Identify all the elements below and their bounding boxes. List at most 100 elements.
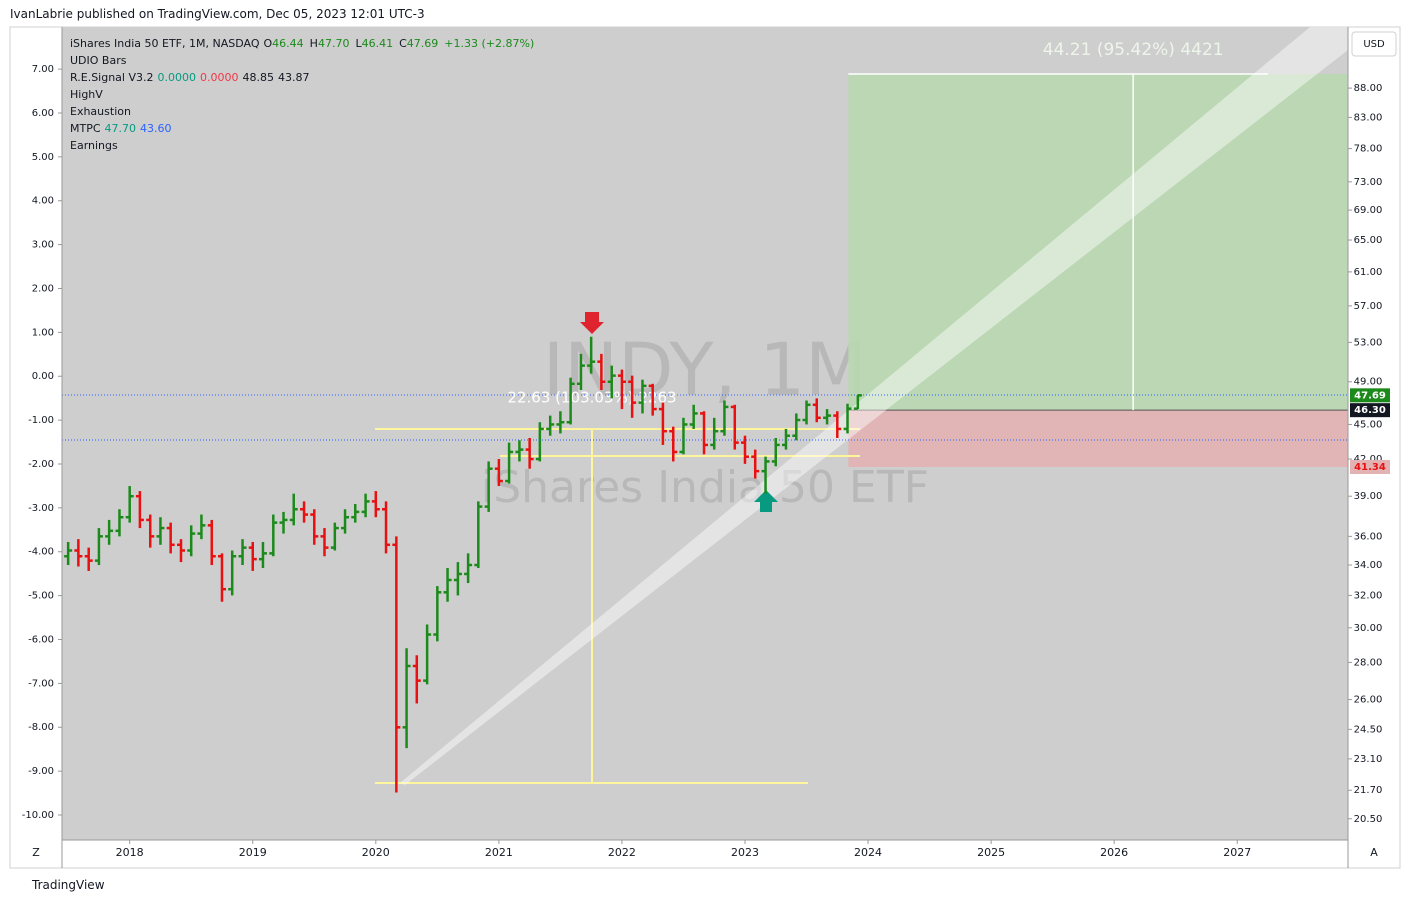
y2-tick-label: 3.00 [32, 240, 54, 251]
indicator-row: UDIO Bars [70, 52, 538, 69]
y-tick-label: 78.00 [1354, 144, 1383, 155]
indicator-row: Exhaustion [70, 103, 538, 120]
watermark: iShares India 50 ETF [481, 462, 929, 513]
y2-tick-label: 5.00 [32, 152, 54, 163]
legend-row: iShares India 50 ETF, 1M, NASDAQ O46.44 H4… [70, 35, 538, 52]
indicator-row: R.E.Signal V3.2 0.0000 0.0000 48.85 43.87 [70, 69, 538, 86]
y2-tick-label: 4.00 [32, 196, 54, 207]
y2-tick-label: -1.00 [28, 415, 54, 426]
ohlc-readout: O46.44 [264, 37, 308, 50]
target-zone [848, 73, 1348, 411]
indicator-name: MTPC [70, 122, 101, 135]
ohlc-value: 46.44 [272, 37, 304, 50]
y-tick-label: 36.00 [1354, 531, 1383, 542]
y2-tick-label: -8.00 [28, 722, 54, 733]
y-tick-label: 73.00 [1354, 177, 1383, 188]
y-tick-label: 26.00 [1354, 695, 1383, 706]
y-tick-label: 24.50 [1354, 724, 1383, 735]
x-tick-label: 2027 [1223, 846, 1251, 859]
price-tag-label: 46.30 [1354, 405, 1386, 416]
y2-tick-label: 1.00 [32, 327, 54, 338]
ohlc-readout: C47.69 [399, 37, 442, 50]
y-tick-label: 61.00 [1354, 267, 1383, 278]
y-tick-label: 42.00 [1354, 454, 1383, 465]
ohlc-readout: L46.41 [355, 37, 397, 50]
x-tick-label: 2026 [1100, 846, 1128, 859]
y2-tick-label: -7.00 [28, 678, 54, 689]
drawing-label: 22.63 (103.03%) 2263 [507, 389, 676, 407]
price-tag [1350, 403, 1390, 418]
scale-button[interactable]: Z [32, 846, 40, 859]
y-tick-label: 49.00 [1354, 377, 1383, 388]
ohlc-key: H [309, 37, 318, 50]
indicator-value: 0.0000 [157, 71, 197, 84]
sell-arrow [580, 312, 604, 334]
buy-arrow [754, 490, 778, 512]
legend: iShares India 50 ETF, 1M, NASDAQ O46.44 H4… [70, 35, 538, 154]
indicator-name: HighV [70, 88, 103, 101]
y-tick-label: 45.00 [1354, 419, 1383, 430]
ohlc-value: 47.69 [406, 37, 439, 50]
scale-button[interactable]: A [1370, 846, 1378, 859]
change: +1.33 (+2.87%) [444, 37, 535, 50]
indicator-name: UDIO Bars [70, 54, 127, 67]
fan [400, 27, 1348, 785]
y2-tick-label: -4.00 [28, 547, 54, 558]
y2-tick-label: -10.00 [22, 810, 54, 821]
y-tick-label: 83.00 [1354, 112, 1383, 123]
currency-button[interactable] [1351, 31, 1397, 57]
footer-logo: TradingView [32, 878, 105, 892]
target-label: 44.21 (95.42%) 4421 [1043, 40, 1224, 60]
y2-tick-label: -2.00 [28, 459, 54, 470]
y2-tick-label: 7.00 [32, 64, 54, 75]
y-tick-label: 23.10 [1354, 754, 1383, 765]
ohlc-key: C [399, 37, 407, 50]
indicator-value: 43.87 [278, 71, 310, 84]
y2-tick-label: -9.00 [28, 766, 54, 777]
price-tag [1350, 459, 1390, 474]
indicator-name: R.E.Signal V3.2 [70, 71, 154, 84]
ohlc-readout: H47.70 [310, 37, 354, 50]
price-tag-label: 47.69 [1354, 390, 1386, 401]
indicator-row: MTPC 47.70 43.60 [70, 120, 538, 137]
x-tick-label: 2021 [485, 846, 513, 859]
indicator-value: 43.60 [140, 122, 172, 135]
y-tick-label: 20.50 [1354, 814, 1383, 825]
y-tick-label: 30.00 [1354, 623, 1383, 634]
y-tick-label: 34.00 [1354, 560, 1383, 571]
y-tick-label: 32.00 [1354, 590, 1383, 601]
indicator-value: 0.0000 [200, 71, 239, 84]
stop-zone [848, 410, 1348, 467]
y-tick-label: 21.70 [1354, 785, 1383, 796]
y-tick-label: 88.00 [1354, 83, 1383, 94]
x-tick-label: 2023 [731, 846, 759, 859]
y-tick-label: 69.00 [1354, 205, 1383, 216]
y-tick-label: 39.00 [1354, 491, 1383, 502]
y2-tick-label: -6.00 [28, 634, 54, 645]
y2-tick-label: -3.00 [28, 503, 54, 514]
publish-info: IvanLabrie published on TradingView.com,… [10, 7, 425, 21]
price-tag [1350, 388, 1390, 403]
ohlc-value: 46.41 [361, 37, 394, 50]
legend-title: iShares India 50 ETF, 1M, NASDAQ [70, 37, 260, 50]
price-tag-label: 41.34 [1354, 462, 1386, 473]
indicator-name: Earnings [70, 139, 118, 152]
ohlc-value: 47.70 [317, 37, 350, 50]
y2-tick-label: -5.00 [28, 591, 54, 602]
x-tick-label: 2018 [116, 846, 144, 859]
currency-label: USD [1363, 39, 1385, 50]
indicator-row: Earnings [70, 137, 538, 154]
y-tick-label: 28.00 [1354, 657, 1383, 668]
y-tick-label: 53.00 [1354, 337, 1383, 348]
indicator-value: 48.85 [242, 71, 275, 84]
x-tick-label: 2025 [977, 846, 1005, 859]
y-tick-label: 65.00 [1354, 235, 1383, 246]
x-tick-label: 2022 [608, 846, 636, 859]
indicator-row: HighV [70, 86, 538, 103]
y2-tick-label: 6.00 [32, 108, 54, 119]
x-tick-label: 2024 [854, 846, 882, 859]
x-tick-label: 2019 [239, 846, 267, 859]
x-tick-label: 2020 [362, 846, 390, 859]
